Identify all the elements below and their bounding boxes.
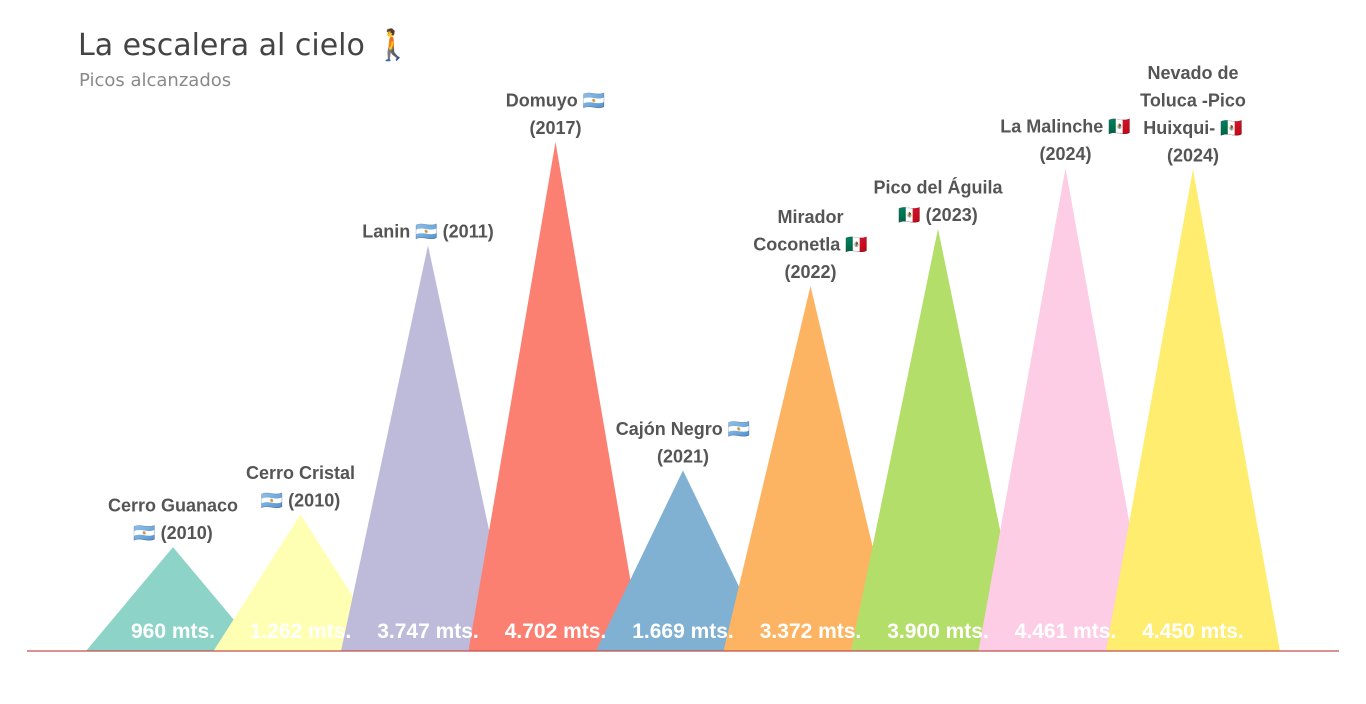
value-label: 3.900 mts. xyxy=(887,620,989,643)
peak-label-line: Cerro Cristal xyxy=(246,463,355,483)
peak-label-line: (2022) xyxy=(784,262,836,282)
peak-label-line: Domuyo 🇦🇷 xyxy=(506,91,605,111)
value-label: 4.702 mts. xyxy=(505,620,607,643)
value-label: 3.372 mts. xyxy=(760,620,862,643)
peak-triangle xyxy=(978,168,1153,651)
chart-subtitle: Picos alcanzados xyxy=(79,70,232,91)
peak-label-line: Lanin 🇦🇷 (2011) xyxy=(362,221,493,241)
peak-labels-layer: Cerro Guanaco 🇦🇷 (2010) Cerro Cristal 🇦🇷 (2… xyxy=(108,63,1246,543)
peak-label: La Malinche 🇲🇽 (2024) xyxy=(1000,117,1130,165)
peak-label-line: Mirador xyxy=(777,207,843,227)
peak-label: Mirador Coconetla 🇲🇽 (2022) xyxy=(753,207,867,282)
peak-label-line: Toluca -Pico xyxy=(1140,90,1246,110)
peak-label-line: Huixqui- 🇲🇽 xyxy=(1143,118,1242,138)
chart-title: La escalera al cielo 🚶 xyxy=(78,28,412,63)
peak-label: Domuyo 🇦🇷 (2017) xyxy=(506,91,605,139)
peak-label: Nevado de Toluca -Pico Huixqui- 🇲🇽 (2024) xyxy=(1140,63,1246,165)
value-label: 4.450 mts. xyxy=(1142,620,1244,643)
value-label: 960 mts. xyxy=(131,620,215,643)
peak-label-line: (2024) xyxy=(1039,144,1091,164)
peak-label-line: Pico del Águila xyxy=(873,176,1003,197)
value-labels-layer: 960 mts. 1.262 mts. 3.747 mts. 4.702 mts. 1.… xyxy=(131,620,1244,643)
peak-triangle xyxy=(1106,169,1280,651)
peak-label-line: 🇦🇷 (2010) xyxy=(261,490,340,510)
value-label: 4.461 mts. xyxy=(1015,620,1117,643)
peak-label: Lanin 🇦🇷 (2011) xyxy=(362,221,493,241)
peak-triangle xyxy=(723,285,898,651)
hiker-icon: 🚶 xyxy=(374,28,412,63)
chart-title-text: La escalera al cielo xyxy=(78,28,365,63)
peak-triangle xyxy=(468,142,643,651)
peak-label: Cajón Negro 🇦🇷 (2021) xyxy=(616,419,750,467)
value-label: 3.747 mts. xyxy=(377,620,479,643)
peak-label-line: La Malinche 🇲🇽 xyxy=(1000,117,1130,137)
peak-label-line: Coconetla 🇲🇽 xyxy=(753,234,867,254)
peak-label-line: Nevado de xyxy=(1147,63,1238,83)
peak-label-line: (2021) xyxy=(657,446,709,466)
peaks-layer xyxy=(86,142,1280,652)
value-label: 1.669 mts. xyxy=(632,620,734,643)
peak-label-line: Cerro Guanaco xyxy=(108,496,238,516)
peak-triangle xyxy=(341,245,515,651)
peak-triangle xyxy=(596,470,770,651)
value-label: 1.262 mts. xyxy=(250,620,352,643)
peak-label-line: (2024) xyxy=(1167,145,1219,165)
peak-label: Cerro Guanaco 🇦🇷 (2010) xyxy=(108,496,238,543)
peak-triangle xyxy=(86,547,260,651)
peak-triangle xyxy=(213,514,388,651)
peak-label-line: 🇲🇽 (2023) xyxy=(898,205,977,225)
peak-label: Pico del Águila 🇲🇽 (2023) xyxy=(873,176,1003,225)
peak-label: Cerro Cristal 🇦🇷 (2010) xyxy=(246,463,355,511)
peak-label-line: Cajón Negro 🇦🇷 xyxy=(616,419,750,439)
peak-label-line: (2017) xyxy=(529,118,581,138)
peak-label-line: 🇦🇷 (2010) xyxy=(133,523,212,543)
peak-triangle xyxy=(851,228,1025,652)
